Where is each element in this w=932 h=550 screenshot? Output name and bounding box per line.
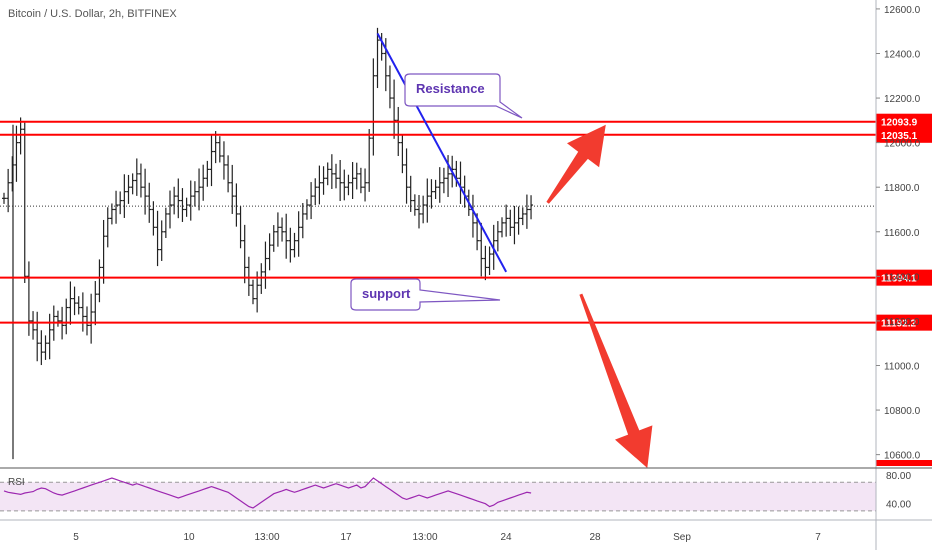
y-tick-label: 10600.0: [884, 451, 921, 462]
level-price-tag: [876, 314, 932, 331]
level-price-tag: [876, 269, 932, 286]
y-tick-label: 11000.0: [884, 361, 920, 372]
level-price-tag: [876, 126, 932, 143]
x-tick-label: 24: [500, 532, 512, 543]
rsi-label: RSI: [8, 477, 25, 488]
level-price-tag-label: 12035.1: [881, 131, 918, 142]
rsi-tick-label: 80.00: [886, 471, 911, 482]
y-tick-label: 12000.0: [884, 139, 921, 150]
chart-title: Bitcoin / U.S. Dollar, 2h, BITFINEX: [8, 8, 177, 20]
y-tick-label: 12400.0: [884, 49, 921, 60]
x-tick-label: 13:00: [254, 532, 279, 543]
rsi-line: [3, 477, 532, 509]
y-tick-label: 11800.0: [884, 183, 920, 194]
x-tick-label: 7: [815, 532, 821, 543]
y-tick-label: 11600.0: [884, 228, 920, 239]
support-callout-text: support: [362, 286, 411, 301]
y-tick-label: 12600.0: [884, 5, 921, 16]
resistance-callout-text: Resistance: [416, 81, 485, 96]
x-tick-label: 10: [183, 532, 195, 543]
resistance-callout: [404, 73, 523, 119]
y-tick-label: 11200.0: [884, 317, 920, 328]
support-callout: [350, 278, 501, 311]
x-tick-label: 13:00: [412, 532, 437, 543]
x-tick-label: 5: [73, 532, 79, 543]
y-tick-label: 12200.0: [884, 94, 921, 105]
down-arrow: [579, 293, 653, 468]
rsi-tick-label: 40.00: [886, 500, 911, 511]
level-price-tag: [876, 113, 932, 130]
level-price-tag-label: 11394.1: [881, 274, 917, 285]
level-price-tag-label: 11192.2: [881, 319, 916, 330]
trendline: [376, 32, 508, 273]
x-tick-label: 17: [340, 532, 352, 543]
axis-marker: [876, 460, 932, 466]
rsi-band: [0, 482, 876, 511]
x-tick-label: Sep: [673, 532, 691, 543]
up-arrow: [546, 124, 606, 204]
y-tick-label: 10800.0: [884, 406, 921, 417]
x-tick-label: 28: [589, 532, 601, 543]
level-price-tag-label: 12093.9: [881, 118, 918, 129]
y-tick-label: 11400.0: [884, 272, 920, 283]
